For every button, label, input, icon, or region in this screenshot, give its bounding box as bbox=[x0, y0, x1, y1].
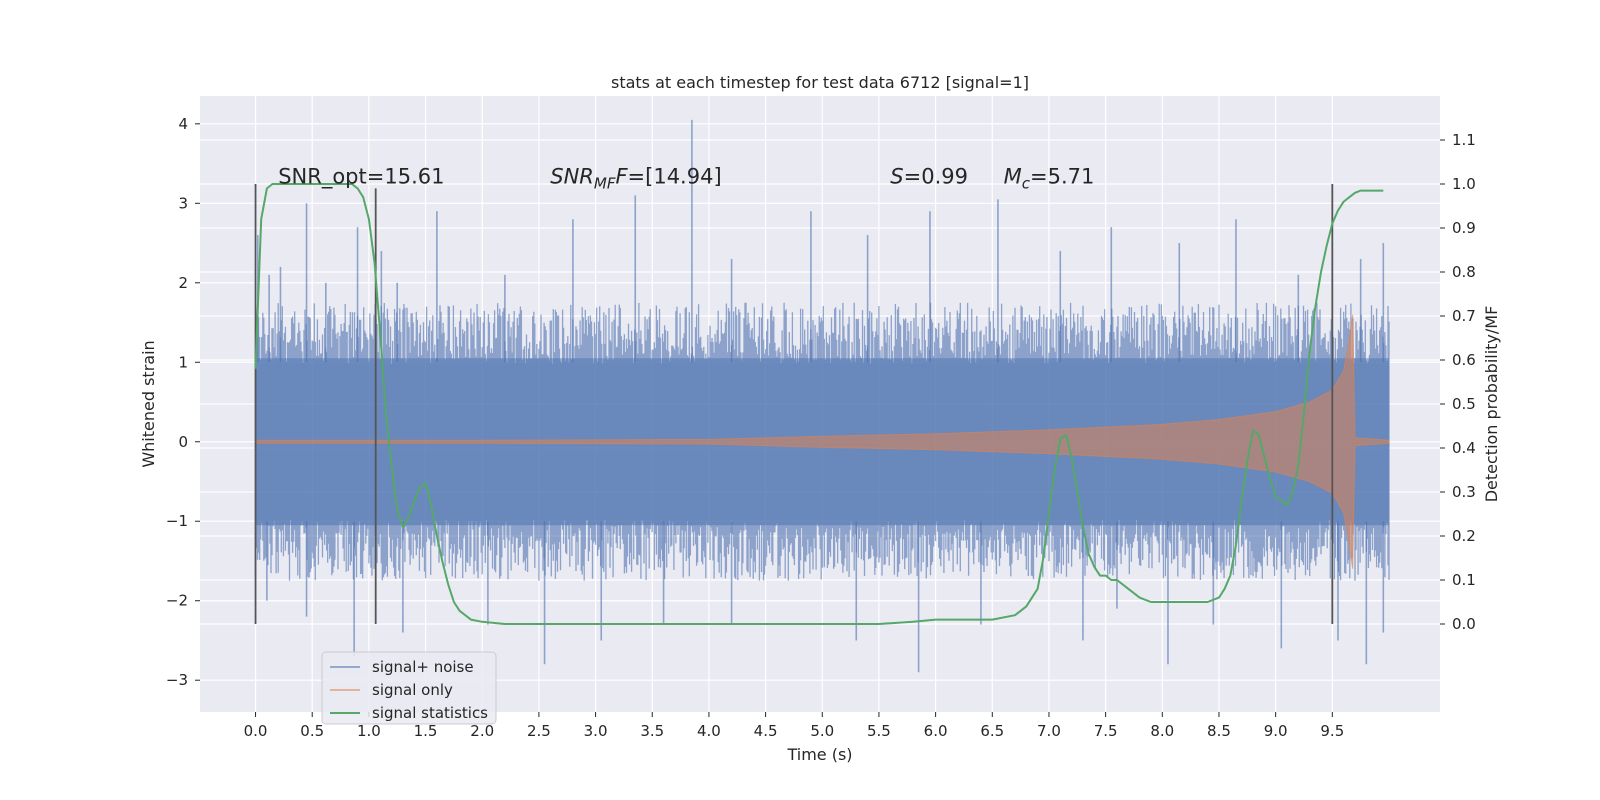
y-left-tick-label-6: 3 bbox=[178, 194, 188, 212]
x-tick-label-2: 1.0 bbox=[357, 722, 381, 740]
x-tick-label-9: 4.5 bbox=[754, 722, 778, 740]
y-right-tick-label-0: 0.0 bbox=[1452, 615, 1476, 633]
x-tick-label-16: 8.0 bbox=[1150, 722, 1174, 740]
y-right-tick-label-5: 0.5 bbox=[1452, 395, 1476, 413]
legend-label-1: signal only bbox=[372, 681, 453, 699]
y-right-tick-label-3: 0.3 bbox=[1452, 483, 1476, 501]
legend-label-0: signal+ noise bbox=[372, 658, 474, 676]
y-right-tick-label-7: 0.7 bbox=[1452, 307, 1476, 325]
y-left-tick-label-4: 1 bbox=[178, 353, 188, 371]
x-axis-label: Time (s) bbox=[786, 745, 852, 764]
x-tick-label-14: 7.0 bbox=[1037, 722, 1061, 740]
y-right-axis-ticks: 0.0 0.1 0.2 0.3 0.4 0.5 0.6 0.7 0.8 0.9 1.0 1.1 bbox=[1440, 131, 1476, 633]
statistics-line bbox=[254, 183, 1384, 625]
y-right-tick-label-6: 0.6 bbox=[1452, 351, 1476, 369]
x-tick-label-3: 1.5 bbox=[414, 722, 438, 740]
y-right-tick-label-10: 1.0 bbox=[1452, 175, 1476, 193]
y-right-axis-label: Detection probability/MF bbox=[1482, 306, 1501, 503]
signal-envelope bbox=[255, 314, 1390, 569]
annotations: SNR_opt=15.61 SNRMFF=[14.94] S=0.99 Mc=5.71 bbox=[278, 164, 1094, 192]
annotation-0: SNR_opt=15.61 bbox=[278, 164, 444, 189]
legend: signal+ noise signal only signal statistic… bbox=[321, 651, 497, 725]
y-right-tick-label-2: 0.2 bbox=[1452, 527, 1476, 545]
x-tick-label-5: 2.5 bbox=[527, 722, 551, 740]
x-tick-label-19: 9.5 bbox=[1320, 722, 1344, 740]
x-tick-label-13: 6.5 bbox=[980, 722, 1004, 740]
x-tick-label-12: 6.0 bbox=[924, 722, 948, 740]
series-signal-statistics bbox=[254, 183, 1384, 625]
y-left-tick-label-0: −3 bbox=[166, 671, 188, 689]
x-tick-label-6: 3.0 bbox=[584, 722, 608, 740]
y-left-tick-label-1: −2 bbox=[166, 592, 188, 610]
y-left-axis-label: Whitened strain bbox=[139, 340, 158, 467]
x-tick-label-18: 9.0 bbox=[1264, 722, 1288, 740]
x-tick-label-4: 2.0 bbox=[470, 722, 494, 740]
y-left-axis-ticks: −3 −2 −1 0 1 2 3 4 bbox=[166, 115, 200, 689]
y-left-tick-label-7: 4 bbox=[178, 115, 188, 133]
y-right-tick-label-1: 0.1 bbox=[1452, 571, 1476, 589]
y-right-tick-label-9: 0.9 bbox=[1452, 219, 1476, 237]
y-left-tick-label-2: −1 bbox=[166, 512, 188, 530]
vertical-markers bbox=[254, 184, 1334, 624]
x-tick-label-11: 5.5 bbox=[867, 722, 891, 740]
y-left-tick-label-5: 2 bbox=[178, 274, 188, 292]
annotation-3: Mc=5.71 bbox=[1004, 164, 1095, 192]
annotation-1: SNRMFF=[14.94] bbox=[550, 164, 721, 192]
x-axis-ticks: 0.0 0.5 1.0 1.5 2.0 2.5 3.0 3.5 4.0 4.5 5.0 5.5 6.0 6… bbox=[244, 712, 1344, 740]
y-right-tick-label-4: 0.4 bbox=[1452, 439, 1476, 457]
x-tick-label-17: 8.5 bbox=[1207, 722, 1231, 740]
annotation-2: S=0.99 bbox=[890, 164, 968, 188]
x-tick-label-7: 3.5 bbox=[640, 722, 664, 740]
y-left-tick-label-3: 0 bbox=[178, 433, 188, 451]
legend-box bbox=[321, 651, 497, 725]
x-tick-label-1: 0.5 bbox=[300, 722, 324, 740]
x-tick-label-15: 7.5 bbox=[1094, 722, 1118, 740]
x-tick-label-0: 0.0 bbox=[244, 722, 268, 740]
chart-title: stats at each timestep for test data 671… bbox=[611, 73, 1029, 92]
legend-label-2: signal statistics bbox=[372, 704, 488, 722]
series-signal-only bbox=[255, 314, 1390, 569]
x-tick-label-8: 4.0 bbox=[697, 722, 721, 740]
y-right-tick-label-11: 1.1 bbox=[1452, 131, 1476, 149]
x-tick-label-10: 5.0 bbox=[810, 722, 834, 740]
y-right-tick-label-8: 0.8 bbox=[1452, 263, 1476, 281]
